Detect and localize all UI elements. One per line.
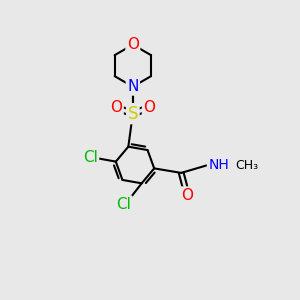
Text: Cl: Cl bbox=[116, 197, 131, 212]
Text: N: N bbox=[127, 79, 139, 94]
Text: O: O bbox=[127, 37, 139, 52]
Text: CH₃: CH₃ bbox=[235, 159, 258, 172]
Text: Cl: Cl bbox=[83, 150, 98, 165]
Text: O: O bbox=[110, 100, 122, 115]
Text: O: O bbox=[181, 188, 193, 203]
Text: NH: NH bbox=[208, 158, 229, 172]
Text: S: S bbox=[128, 105, 138, 123]
Text: O: O bbox=[143, 100, 155, 115]
